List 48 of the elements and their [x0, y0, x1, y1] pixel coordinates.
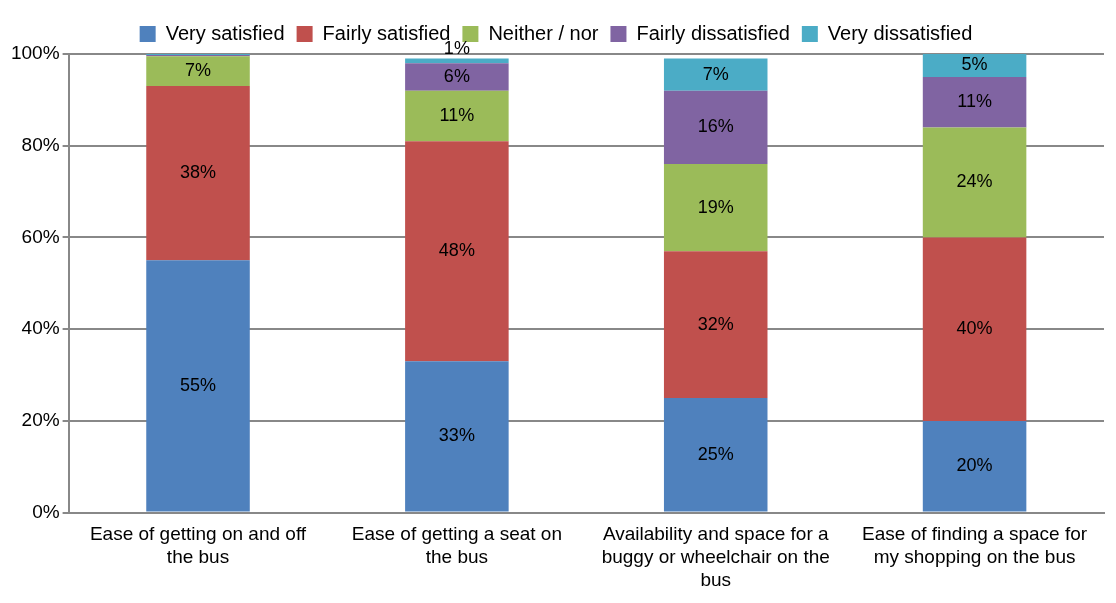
data-label: 32%	[697, 313, 734, 334]
bar	[405, 361, 509, 512]
x-tick-label: Ease of getting on and off the bus	[89, 523, 307, 568]
data-label: 48%	[438, 240, 475, 261]
data-label: 5%	[961, 54, 988, 75]
bar	[405, 90, 509, 142]
data-label: 7%	[702, 63, 729, 84]
bar	[663, 58, 768, 91]
bar	[922, 237, 1027, 421]
bar	[922, 127, 1027, 238]
y-tick-label: 0%	[32, 500, 60, 522]
legend-label: Very satisfied	[165, 21, 285, 44]
bar	[146, 260, 250, 512]
data-label: 11%	[439, 104, 475, 125]
data-label: 25%	[697, 443, 734, 464]
y-tick-label: 60%	[21, 225, 60, 247]
legend-label: Neither / nor	[488, 21, 599, 44]
bar	[922, 54, 1027, 77]
bar	[663, 251, 768, 398]
data-label: 33%	[438, 425, 475, 446]
bar	[663, 164, 768, 252]
bar	[663, 90, 768, 165]
y-tick-label: 20%	[21, 409, 60, 431]
data-label: 11%	[957, 91, 992, 112]
x-tick-label: Availability and space for a buggy or wheelchair on the bus	[601, 523, 830, 590]
x-tick-label: Ease of getting a seat on the bus	[351, 523, 562, 568]
bar	[146, 56, 250, 87]
x-tick-label: Ease of finding a space for my shopping on the bus	[862, 523, 1088, 568]
bar	[663, 397, 768, 512]
data-label: 16%	[697, 116, 734, 137]
data-label: 6%	[443, 65, 470, 86]
data-label: 55%	[180, 374, 217, 395]
bar	[405, 63, 509, 91]
legend-label: Very dissatisfied	[827, 21, 973, 44]
legend-label: Fairly dissatisfied	[636, 21, 790, 44]
data-label: 19%	[697, 196, 734, 217]
bar	[405, 141, 509, 362]
data-label: 38%	[180, 162, 217, 183]
y-tick-label: 40%	[21, 317, 60, 339]
y-tick-label: 80%	[21, 133, 60, 155]
y-tick-label: 100%	[10, 42, 60, 64]
data-label: 24%	[956, 171, 993, 192]
bar	[922, 420, 1027, 512]
data-label: 40%	[956, 318, 993, 339]
bar	[922, 76, 1027, 128]
data-label: 20%	[956, 455, 993, 476]
bar	[146, 86, 250, 261]
data-label: 7%	[185, 60, 212, 81]
